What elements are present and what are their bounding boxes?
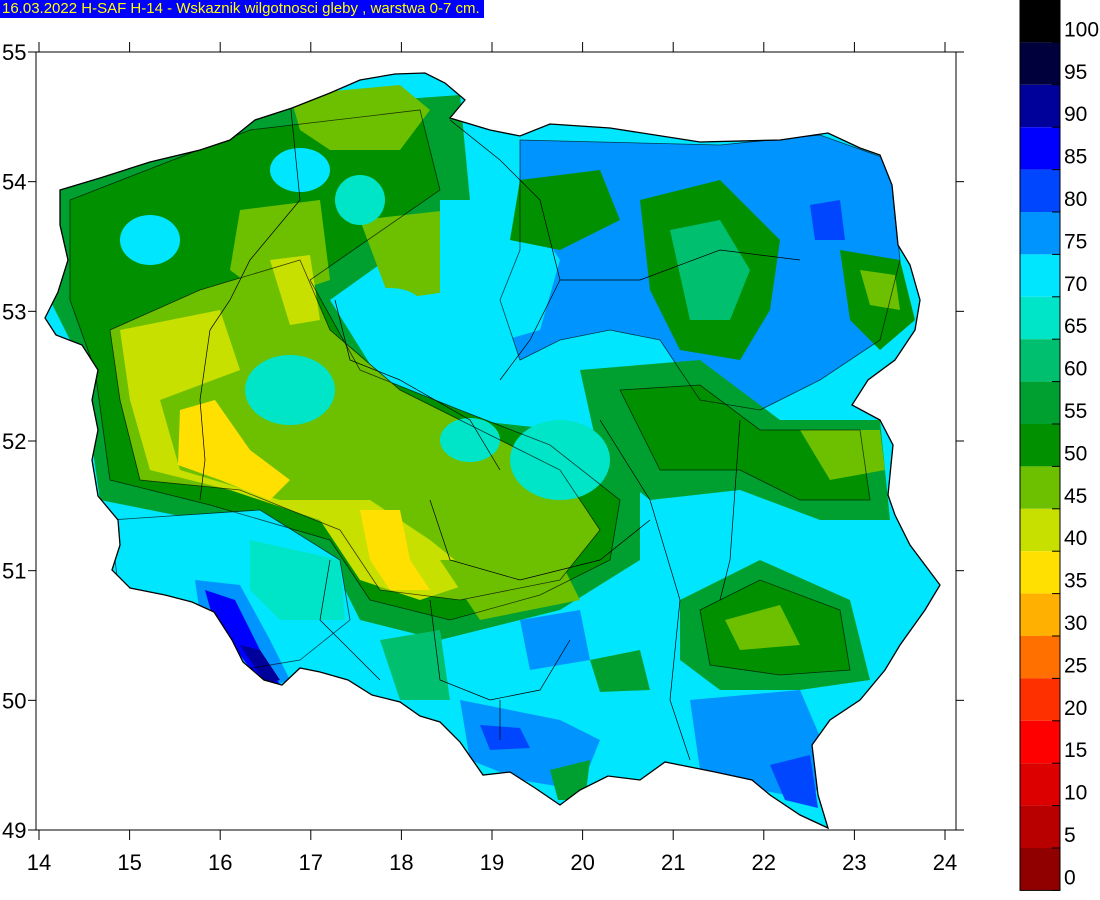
- legend-frame: [1019, 0, 1061, 891]
- y-tick-label: 50: [2, 688, 26, 713]
- legend-swatch: [1020, 636, 1060, 679]
- x-tick-label: 24: [933, 850, 957, 875]
- legend-label: 25: [1064, 654, 1087, 677]
- legend-label: 70: [1064, 273, 1087, 296]
- x-tick-label: 18: [389, 850, 413, 875]
- moisture-zone: [120, 215, 180, 265]
- legend-swatch: [1020, 763, 1060, 806]
- y-axis: 55 54 53 52 51 50 49: [2, 40, 964, 843]
- moisture-zone: [335, 175, 385, 225]
- moisture-zone: [250, 540, 345, 620]
- moisture-zone: [670, 220, 750, 320]
- x-tick-label: 23: [842, 850, 866, 875]
- legend-swatch: [1020, 296, 1060, 340]
- moisture-zone: [240, 645, 280, 684]
- legend-label: 80: [1064, 188, 1087, 211]
- legend-label: 65: [1064, 315, 1087, 338]
- x-tick-label: 21: [661, 850, 685, 875]
- legend-swatch: [1020, 848, 1060, 891]
- legend-swatch: [1020, 805, 1060, 848]
- moisture-zone: [290, 85, 430, 150]
- y-tick-label: 54: [2, 170, 26, 195]
- x-axis: 14 15 16 17 18 19 20 21 22 23 24: [27, 42, 957, 875]
- moisture-zone: [620, 385, 870, 500]
- moisture-zone: [440, 418, 500, 462]
- moisture-zone: [110, 260, 600, 600]
- moisture-zone: [360, 210, 460, 300]
- x-tick-label: 14: [27, 850, 51, 875]
- legend-label: 100: [1064, 18, 1099, 41]
- moisture-zone: [770, 755, 818, 808]
- legend-label: 90: [1064, 103, 1087, 126]
- moisture-zone: [245, 355, 335, 425]
- legend-label: 30: [1064, 612, 1087, 635]
- moisture-zone: [810, 200, 845, 240]
- legend-swatch: [1020, 466, 1060, 509]
- legend-label: 10: [1064, 782, 1087, 805]
- x-tick-label: 17: [299, 850, 323, 875]
- legend-label: 75: [1064, 230, 1087, 253]
- moisture-zone: [270, 255, 320, 325]
- legend-label: 95: [1064, 61, 1087, 84]
- legend-swatch: [1020, 212, 1060, 255]
- x-tick-label: 22: [752, 850, 776, 875]
- legend-swatch: [1020, 551, 1060, 594]
- x-tick-label: 20: [570, 850, 594, 875]
- legend-label: 55: [1064, 400, 1087, 423]
- moisture-zone: [178, 400, 290, 500]
- y-tick-label: 53: [2, 299, 26, 324]
- legend-swatch: [1020, 593, 1060, 636]
- moisture-zone: [355, 288, 425, 332]
- legend-swatch: [1020, 0, 1060, 43]
- moisture-zone: [360, 510, 430, 590]
- legend-label: 0: [1064, 866, 1076, 889]
- legend-swatch: [1020, 678, 1060, 721]
- y-tick-label: 49: [2, 818, 26, 843]
- y-tick-label: 51: [2, 559, 26, 584]
- admin-borders: [199, 99, 801, 761]
- color-legend: 1009590858075706560555045403530252015105…: [1019, 0, 1099, 891]
- moisture-zone: [520, 610, 590, 670]
- moisture-field: [45, 73, 940, 828]
- legend-swatch: [1020, 254, 1060, 297]
- y-tick-label: 55: [2, 40, 26, 65]
- x-tick-label: 15: [117, 850, 141, 875]
- moisture-zone: [725, 605, 800, 650]
- legend-swatch: [1020, 720, 1060, 764]
- legend-swatch: [1020, 169, 1060, 212]
- moisture-zone: [590, 650, 650, 692]
- y-tick-label: 52: [2, 429, 26, 454]
- legend-swatch: [1020, 42, 1060, 85]
- legend-label: 85: [1064, 146, 1087, 169]
- moisture-zone: [510, 170, 620, 250]
- legend-label: 35: [1064, 570, 1087, 593]
- legend-label: 40: [1064, 527, 1087, 550]
- legend-swatch: [1020, 381, 1060, 424]
- x-tick-label: 16: [208, 850, 232, 875]
- moisture-zone: [380, 630, 450, 700]
- moisture-zone: [480, 725, 530, 750]
- legend-label: 50: [1064, 442, 1087, 465]
- moisture-zone: [270, 148, 330, 192]
- legend-swatch: [1020, 84, 1060, 128]
- map-title: 16.03.2022 H-SAF H-14 - Wskaznik wilgotn…: [0, 0, 484, 18]
- legend-label: 20: [1064, 697, 1087, 720]
- legend-label: 5: [1064, 824, 1076, 847]
- x-tick-label: 19: [480, 850, 504, 875]
- moisture-zone: [800, 430, 885, 480]
- legend-label: 60: [1064, 358, 1087, 381]
- moisture-zone: [510, 420, 610, 500]
- legend-swatch: [1020, 339, 1060, 382]
- legend-swatch: [1020, 424, 1060, 467]
- legend-label: 15: [1064, 739, 1087, 762]
- legend-swatch: [1020, 127, 1060, 170]
- legend-label: 45: [1064, 485, 1087, 508]
- legend-swatch: [1020, 508, 1060, 552]
